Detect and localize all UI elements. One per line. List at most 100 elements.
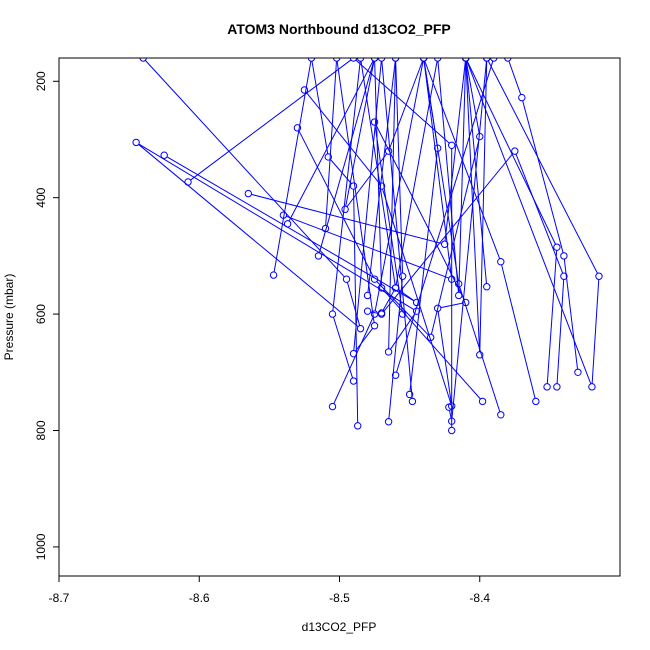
series-7-segment xyxy=(306,92,380,184)
data-point xyxy=(349,182,358,190)
series-0-segment xyxy=(389,313,416,350)
series-11-segment xyxy=(370,311,379,314)
series-0-segment xyxy=(346,282,361,326)
data-point xyxy=(553,243,561,251)
series-10-segment xyxy=(374,61,424,312)
data-point xyxy=(405,390,414,399)
x-tick-label: -8.5 xyxy=(329,591,350,605)
data-point xyxy=(384,418,393,426)
data-point xyxy=(370,275,379,283)
series-8-segment xyxy=(376,281,429,336)
x-tick-label: -8.6 xyxy=(189,591,210,605)
data-point xyxy=(518,93,526,102)
data-point xyxy=(377,309,386,317)
series-13-segment xyxy=(522,100,564,253)
data-point xyxy=(160,151,168,159)
data-point xyxy=(307,58,316,62)
series-5-segment xyxy=(423,61,452,277)
data-point xyxy=(574,368,582,376)
series-6-segment xyxy=(409,151,438,392)
x-axis-label: d13CO2_PFP xyxy=(302,620,377,634)
data-point xyxy=(363,307,372,315)
plot-frame xyxy=(58,57,621,577)
y-tick-label: 200 xyxy=(34,71,48,91)
series-8-segment xyxy=(465,61,487,284)
data-point xyxy=(384,147,393,155)
data-point xyxy=(408,397,417,406)
series-5-segment xyxy=(286,215,449,279)
series-3-segment xyxy=(466,60,556,245)
chart-title: ATOM3 Northbound d13CO2_PFP xyxy=(227,21,451,37)
series-0-segment xyxy=(138,144,359,327)
data-point xyxy=(349,377,358,385)
data-point xyxy=(244,189,253,198)
series-4-segment xyxy=(353,189,359,423)
data-point xyxy=(398,272,407,280)
series-13-segment xyxy=(563,259,579,370)
data-point xyxy=(490,58,498,62)
series-9-segment xyxy=(353,61,382,351)
data-point xyxy=(184,178,192,186)
data-point xyxy=(300,86,309,94)
data-point xyxy=(433,58,442,62)
data-point xyxy=(269,271,278,279)
data-point xyxy=(433,144,442,152)
data-point xyxy=(314,252,323,260)
series-11-segment xyxy=(515,153,564,274)
data-point xyxy=(433,304,442,312)
data-point xyxy=(349,58,358,62)
series-8-segment xyxy=(465,61,480,134)
data-point xyxy=(391,371,400,379)
data-point xyxy=(139,58,147,62)
series-14-segment xyxy=(466,60,592,385)
data-point xyxy=(370,322,379,330)
series-4-segment xyxy=(330,159,352,184)
data-point xyxy=(328,310,337,318)
series-12-segment xyxy=(388,279,403,419)
series-0-segment xyxy=(138,143,415,310)
series-14-segment xyxy=(451,61,487,419)
series-12-segment xyxy=(367,61,396,293)
data-point xyxy=(504,58,512,62)
data-point xyxy=(356,324,365,333)
data-point xyxy=(483,58,491,62)
data-point xyxy=(377,284,386,292)
x-axis: -8.7 -8.6 -8.5 -8.4 xyxy=(49,575,490,605)
series-11-segment xyxy=(556,279,565,384)
data-point xyxy=(560,252,568,260)
series-7-segment xyxy=(382,188,452,404)
data-point xyxy=(328,402,337,411)
data-point xyxy=(483,283,491,291)
series-14-segment xyxy=(396,60,494,373)
data-point xyxy=(462,298,470,307)
data-point xyxy=(448,417,456,425)
y-axis-label: Pressure (mbar) xyxy=(2,274,16,361)
y-axis: 200 400 600 800 1000 xyxy=(34,71,60,560)
series-1-segment xyxy=(332,316,354,379)
series-8-segment xyxy=(298,130,374,277)
data-point xyxy=(384,348,393,356)
plot-region xyxy=(132,58,603,435)
series-6-segment xyxy=(389,60,423,149)
series-10-segment xyxy=(333,316,374,404)
series-13-segment xyxy=(382,290,395,311)
series-0-segment xyxy=(144,60,345,278)
data-point xyxy=(293,124,302,132)
series-13-segment xyxy=(458,61,467,293)
data-point xyxy=(497,411,505,419)
data-point xyxy=(341,205,349,214)
series-4-segment xyxy=(273,61,312,273)
series-9-segment xyxy=(336,61,375,323)
series-6-segment xyxy=(345,61,375,207)
data-point xyxy=(370,310,379,318)
series-2-segment xyxy=(190,59,352,181)
data-point xyxy=(595,272,603,280)
series-15-segment xyxy=(383,289,481,400)
data-point xyxy=(363,291,372,300)
series-3-segment xyxy=(444,61,466,242)
data-point xyxy=(455,291,463,300)
data-point xyxy=(445,403,453,411)
data-point xyxy=(476,351,484,359)
data-point xyxy=(532,397,540,406)
